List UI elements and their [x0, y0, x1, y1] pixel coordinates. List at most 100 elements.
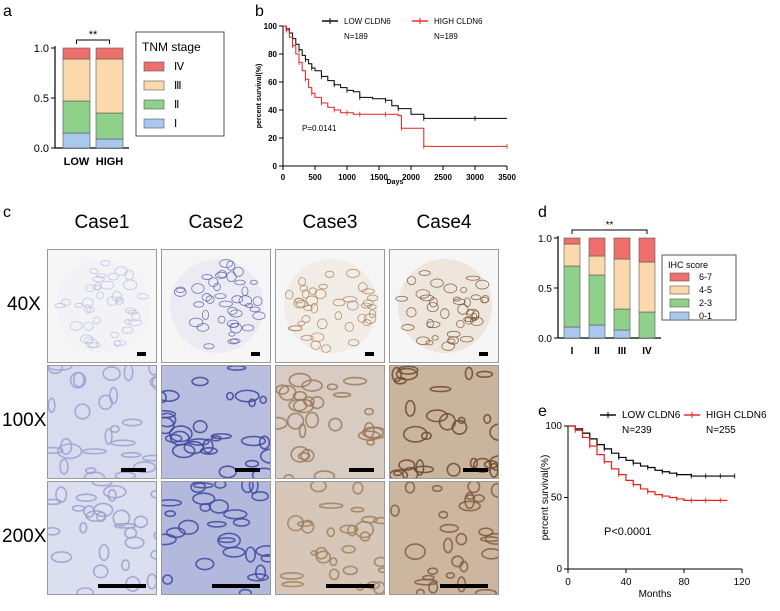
tissue-structure	[193, 301, 205, 308]
bar-segment	[62, 47, 91, 60]
x-tick-label: LOW	[64, 156, 90, 168]
tissue-structure	[294, 297, 304, 304]
tissue-structure	[222, 546, 246, 558]
tissue-structure	[148, 366, 156, 376]
tissue-structure	[472, 494, 485, 503]
tissue-structure	[241, 482, 254, 494]
significance-label: **	[606, 220, 614, 231]
tissue-structure	[248, 398, 256, 408]
tissue-structure	[192, 492, 216, 506]
tissue-structure	[246, 573, 269, 582]
tissue-structure	[446, 462, 461, 477]
tissue-structure	[153, 531, 156, 540]
y-tick-label: 40	[268, 106, 277, 115]
tissue-structure	[219, 259, 234, 268]
tissue-structure	[352, 482, 364, 495]
x-axis-label: Months	[639, 589, 672, 600]
tissue-structure	[362, 319, 372, 326]
scale-bar	[365, 352, 374, 356]
tissue-structure	[395, 295, 409, 302]
tissue-structure	[357, 313, 367, 323]
tissue-structure	[110, 331, 119, 339]
tissue-structure	[92, 276, 105, 282]
panel-letter-b: b	[255, 3, 264, 20]
significance-label: **	[89, 29, 98, 41]
tissue-structure	[305, 411, 319, 429]
tissue-structure	[332, 392, 352, 398]
tissue-structure	[406, 276, 417, 285]
y-tick-label: 100	[545, 421, 562, 432]
scale-bar	[121, 468, 146, 472]
tissue-structure	[470, 294, 482, 301]
tissue-structure	[114, 266, 128, 276]
tissue-structure	[301, 315, 311, 323]
tissue-structure	[69, 321, 83, 331]
tissue-structure	[463, 297, 471, 308]
tissue-structure	[56, 443, 83, 460]
magnification-label: 100X	[2, 410, 47, 431]
magnification-label: 200X	[2, 526, 47, 547]
tissue-structure	[318, 502, 344, 509]
legend-label: LOW CLDN6	[344, 17, 391, 26]
legend-swatch	[669, 285, 690, 295]
tissue-structure	[217, 537, 236, 544]
tissue-structure	[229, 338, 241, 344]
tissue-structure	[188, 317, 204, 328]
tissue-structure	[84, 303, 92, 314]
tissue-structure	[252, 296, 263, 306]
tissue-structure	[310, 302, 319, 314]
tissue-structure	[341, 544, 356, 554]
tissue-structure	[303, 396, 315, 407]
scale-bar	[349, 468, 374, 472]
case-label: Case2	[188, 212, 244, 233]
tissue-structure	[102, 485, 127, 499]
ihc-image-tile	[275, 365, 385, 479]
tissue-structure	[310, 340, 321, 350]
x-tick-label: 3000	[466, 173, 484, 182]
tissue-structure	[373, 556, 384, 568]
ihc-image-tile	[47, 365, 157, 479]
y-axis-label: percent survival(%)	[256, 64, 263, 129]
tissue-structure	[286, 412, 305, 430]
legend-label: Ⅳ	[174, 61, 185, 73]
tissue-structure	[368, 309, 376, 319]
tissue-structure	[231, 295, 244, 304]
tissue-structure	[321, 344, 332, 353]
tissue-structure	[488, 455, 498, 472]
group-size-label: N=255	[706, 425, 736, 436]
tissue-structure	[93, 502, 114, 518]
tissue-structure	[91, 482, 113, 487]
legend-swatch	[143, 118, 165, 129]
tissue-structure	[416, 336, 430, 346]
bar-segment	[95, 47, 124, 60]
tissue-structure	[466, 309, 475, 316]
tissue-structure	[60, 437, 73, 455]
group-size-label: N=189	[344, 32, 368, 41]
bar-segment	[588, 324, 606, 339]
tissue-structure	[100, 260, 111, 267]
tissue-structure	[95, 273, 107, 279]
tissue-structure	[48, 366, 73, 371]
tissue-structure	[467, 482, 481, 494]
tissue-structure	[96, 291, 105, 300]
tissue-structure	[79, 521, 88, 534]
tissue-core	[398, 259, 492, 353]
tissue-structure	[342, 296, 358, 303]
tissue-structure	[74, 302, 84, 308]
tissue-structure	[85, 467, 97, 475]
tissue-structure	[48, 446, 64, 455]
tissue-structure	[150, 489, 156, 499]
tissue-structure	[363, 426, 384, 440]
y-tick-label: 0.5	[538, 284, 552, 295]
tissue-structure	[377, 567, 384, 574]
legend-label: HIGH CLDN6	[434, 17, 483, 26]
tissue-structure	[453, 296, 461, 302]
x-tick-label: 120	[734, 577, 751, 588]
tissue-structure	[244, 546, 257, 563]
tissue-structure	[232, 517, 251, 527]
tissue-structure	[121, 559, 130, 572]
tissue-structure	[113, 340, 126, 346]
tissue-structure	[479, 536, 498, 543]
y-tick-label: 0.0	[34, 143, 49, 155]
bar-segment	[95, 58, 124, 114]
